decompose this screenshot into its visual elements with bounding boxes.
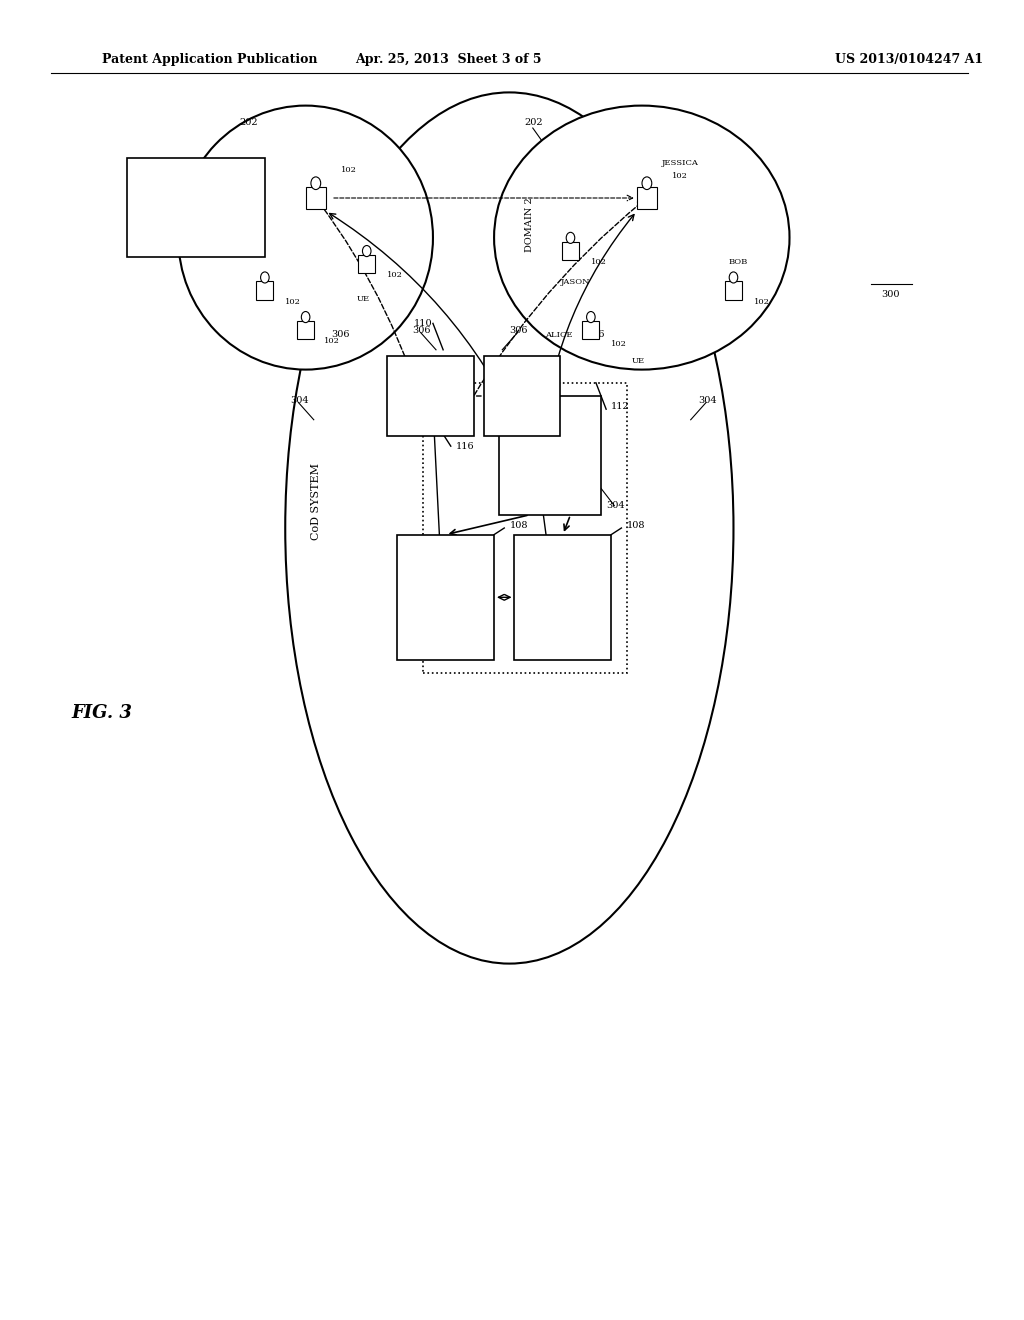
Text: 306: 306 [509,326,527,335]
Text: CONTENT
CACHE
SERVER 2: CONTENT CACHE SERVER 2 [540,583,586,611]
Circle shape [729,272,737,282]
Text: 102: 102 [286,297,301,306]
FancyBboxPatch shape [637,187,656,209]
FancyBboxPatch shape [499,396,601,515]
Text: 102: 102 [341,165,357,174]
Text: 306: 306 [413,326,431,335]
Text: 306: 306 [331,330,349,339]
FancyBboxPatch shape [397,535,495,660]
FancyBboxPatch shape [583,321,599,339]
FancyBboxPatch shape [514,535,611,660]
Ellipse shape [178,106,433,370]
Text: UE: UE [356,294,370,304]
Text: Apr. 25, 2013  Sheet 3 of 5: Apr. 25, 2013 Sheet 3 of 5 [355,53,542,66]
FancyBboxPatch shape [484,356,560,436]
Text: 102: 102 [611,339,627,348]
Text: CONTENT
SOURCE
SERVER: CONTENT SOURCE SERVER [527,442,572,469]
FancyBboxPatch shape [297,321,314,339]
Text: CONTENT
CACHE
SERVER 1: CONTENT CACHE SERVER 1 [423,583,468,611]
FancyBboxPatch shape [127,158,265,257]
Ellipse shape [286,92,733,964]
FancyBboxPatch shape [358,255,376,273]
FancyBboxPatch shape [423,383,627,673]
Text: ALICE: ALICE [545,330,572,339]
Text: 102: 102 [673,172,688,181]
Text: 112: 112 [611,403,630,412]
Circle shape [642,177,652,190]
Text: DOMAIN 2: DOMAIN 2 [525,197,535,252]
Text: JASON: JASON [560,277,590,286]
Text: 102: 102 [754,297,770,306]
Text: 306: 306 [586,330,604,339]
Text: CoD SYSTEM: CoD SYSTEM [311,463,321,540]
Ellipse shape [495,106,790,370]
FancyBboxPatch shape [387,356,474,436]
Text: UE: UE [632,356,645,366]
FancyBboxPatch shape [306,187,326,209]
Text: 102: 102 [387,271,403,280]
Circle shape [311,177,321,190]
FancyBboxPatch shape [725,281,742,300]
FancyBboxPatch shape [562,242,579,260]
Circle shape [301,312,310,322]
Text: 114: 114 [553,445,571,454]
Text: 102: 102 [591,257,607,267]
Text: 202: 202 [524,119,544,128]
Text: — CONTROL: — CONTROL [183,182,240,190]
Text: BOB: BOB [728,257,748,267]
Text: IMS: IMS [513,392,531,400]
Text: TRACKER: TRACKER [409,392,452,400]
Text: 110: 110 [414,319,432,327]
Text: JESSICA: JESSICA [663,158,699,168]
FancyBboxPatch shape [256,281,273,300]
Text: 108: 108 [627,521,645,531]
Text: Patent Application Publication: Patent Application Publication [101,53,317,66]
Text: 300: 300 [882,290,900,300]
Circle shape [362,246,371,256]
Text: 116: 116 [456,442,474,451]
Circle shape [260,272,269,282]
Text: 108: 108 [509,521,527,531]
Text: 102: 102 [324,337,340,346]
Text: DOMAIN 1: DOMAIN 1 [210,197,218,252]
Text: 304: 304 [697,396,717,405]
Text: 304: 304 [606,502,625,511]
Text: — BEARER: — BEARER [183,226,231,234]
Circle shape [587,312,595,322]
Text: FIG. 3: FIG. 3 [72,704,132,722]
Text: 304: 304 [291,396,309,405]
Text: 202: 202 [240,119,258,128]
Circle shape [566,232,574,243]
Text: US 2013/0104247 A1: US 2013/0104247 A1 [836,53,983,66]
